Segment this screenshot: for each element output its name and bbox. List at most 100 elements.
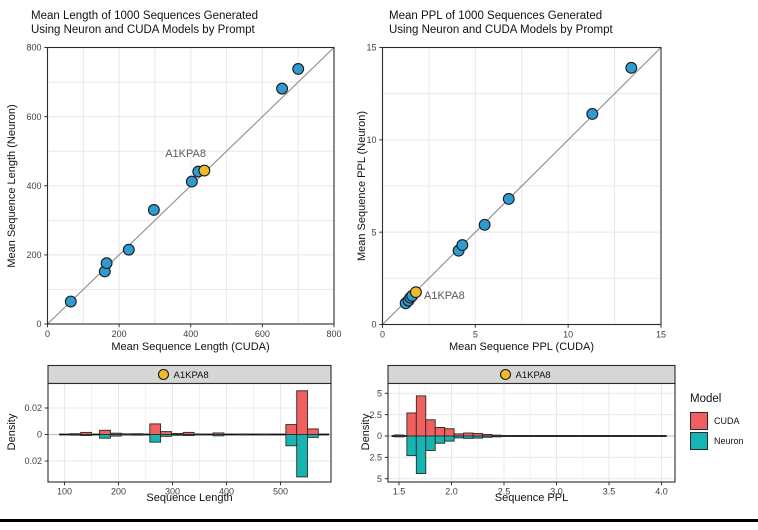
y-tick-label: 5 — [377, 389, 382, 399]
ppl-density-yaxis-title: Density — [360, 413, 372, 451]
legend-item-cuda: CUDA — [690, 412, 744, 430]
histogram-bar-neuron — [463, 435, 474, 439]
y-tick-label: 0.02 — [24, 403, 42, 413]
histogram-bar-neuron — [444, 435, 455, 442]
x-tick-label: 400 — [219, 487, 234, 497]
histogram-bar-neuron — [80, 434, 92, 437]
y-tick-label: 800 — [26, 43, 41, 53]
x-tick-label: 800 — [326, 329, 341, 339]
y-tick-label: 400 — [26, 181, 41, 191]
y-tick-label: 0.02 — [24, 456, 42, 466]
y-tick-label: 5 — [371, 227, 376, 237]
x-tick-label: 3.0 — [550, 487, 563, 497]
highlight-annotation: A1KPA8 — [424, 290, 465, 302]
histogram-bar-cuda — [296, 390, 308, 435]
histogram-bar-neuron — [170, 434, 183, 436]
histogram-bar-neuron — [406, 435, 417, 457]
x-tick-label: 100 — [57, 487, 72, 497]
x-tick-label: 0 — [45, 329, 50, 339]
scatter-point — [478, 218, 491, 231]
histogram-bar-cuda — [425, 419, 436, 437]
length-scatter-xaxis-title: Mean Sequence Length (CUDA) — [111, 341, 270, 353]
ppl-scatter-xaxis-title: Mean Sequence PPL (CUDA) — [448, 341, 595, 353]
histogram-bar-cuda — [307, 428, 319, 435]
scatter-point — [185, 175, 198, 188]
scatter-point — [292, 62, 305, 75]
histogram-bar-neuron — [307, 434, 319, 438]
scatter-point — [100, 257, 113, 270]
y-tick-label: 2.5 — [369, 410, 382, 420]
scatter-point — [502, 192, 515, 205]
histogram-bar-cuda — [99, 429, 111, 435]
length-density-xaxis-title: Sequence Length — [146, 492, 233, 504]
ppl-scatter-title-line1: Mean PPL of 1000 Sequences Generated — [389, 10, 603, 22]
strip-highlight-dot — [157, 368, 170, 381]
cuda-legend-label: CUDA — [714, 416, 740, 426]
x-tick-label: 3.5 — [603, 487, 616, 497]
histogram-bar-neuron — [120, 434, 133, 436]
y-tick-label: 2.5 — [369, 453, 382, 463]
histogram-bar-neuron — [472, 435, 483, 439]
length-scatter-title: Mean Length of 1000 Sequences Generated … — [31, 9, 258, 37]
scatter-point — [625, 61, 638, 74]
highlight-annotation: A1KPA8 — [165, 148, 206, 160]
histogram-bar-neuron — [285, 434, 298, 447]
histogram-bar-cuda — [149, 423, 162, 435]
length-scatter-title-line1: Mean Length of 1000 Sequences Generated — [31, 10, 258, 22]
panel-border — [381, 46, 662, 326]
histogram-bar-neuron — [296, 434, 308, 478]
histogram-bar-neuron — [482, 435, 493, 438]
histogram-bar-cuda — [285, 424, 298, 435]
histogram-bar-neuron — [109, 434, 122, 437]
ppl-scatter-yaxis-title: Mean Sequence PPL (Neuron) — [356, 111, 368, 262]
x-tick-label: 500 — [273, 487, 288, 497]
y-tick-label: 0 — [377, 431, 382, 441]
x-tick-label: 0 — [380, 330, 385, 340]
identity-line — [382, 47, 662, 325]
panel-border — [387, 382, 676, 483]
histogram-bar-cuda — [444, 428, 455, 437]
length-scatter-title-line2: Using Neuron and CUDA Models by Prompt — [31, 24, 255, 36]
histogram-bar-cuda — [406, 412, 417, 437]
x-tick-label: 2.0 — [445, 487, 458, 497]
histogram-bar-neuron — [182, 434, 195, 437]
highlight-point — [198, 164, 211, 177]
x-tick-label: 10 — [563, 330, 573, 340]
y-tick-label: 10 — [366, 135, 376, 145]
panel-border — [47, 382, 332, 483]
x-tick-label: 5 — [473, 330, 478, 340]
length-density-yaxis-title: Density — [6, 413, 18, 451]
histogram-bar-cuda — [434, 427, 446, 437]
histogram-bar-neuron — [212, 434, 225, 437]
histogram-bar-neuron — [69, 434, 82, 436]
length-scatter-yaxis-title: Mean Sequence Length (Neuron) — [6, 104, 18, 268]
ppl-scatter-title-line2: Using Neuron and CUDA Models by Prompt — [389, 24, 613, 36]
x-tick-label: 200 — [111, 487, 126, 497]
y-tick-label: 0 — [36, 319, 41, 329]
ppl_density-panel: A1KPA8 1.5 2.0 2.5 3.0 3.5 4.0 5 2.5 0 2.5 5 — [369, 364, 676, 497]
y-tick-label: 5 — [377, 474, 382, 484]
histogram-bar-neuron — [393, 435, 405, 438]
strip-highlight-dot — [499, 368, 512, 381]
scatter-point — [456, 239, 469, 252]
x-tick-label: 600 — [255, 329, 270, 339]
histogram-bar-neuron — [491, 435, 502, 438]
length_scatter-panel: 0 200 400 600 800 0 200 400 600 800 A1KPA8 — [26, 43, 341, 339]
histogram-bar-neuron — [453, 435, 465, 439]
histogram-bar-neuron — [160, 434, 172, 437]
ppl-density-xaxis-title: Sequence PPL — [494, 492, 569, 504]
scatter-point — [276, 82, 289, 95]
legend-item-neuron: Neuron — [690, 432, 744, 450]
length_density-panel: A1KPA8 100 200 300 400 500 0.02 0 0.02 — [24, 364, 332, 497]
strip-label: A1KPA8 — [174, 370, 209, 381]
neuron-legend-label: Neuron — [714, 436, 744, 446]
x-tick-label: 15 — [656, 330, 666, 340]
legend-title: Model — [690, 393, 722, 405]
histogram-bar-neuron — [415, 435, 427, 475]
histogram-bar-neuron — [99, 434, 111, 439]
histogram-bar-neuron — [434, 435, 446, 444]
x-tick-label: 400 — [183, 329, 198, 339]
scatter-point — [64, 295, 77, 308]
